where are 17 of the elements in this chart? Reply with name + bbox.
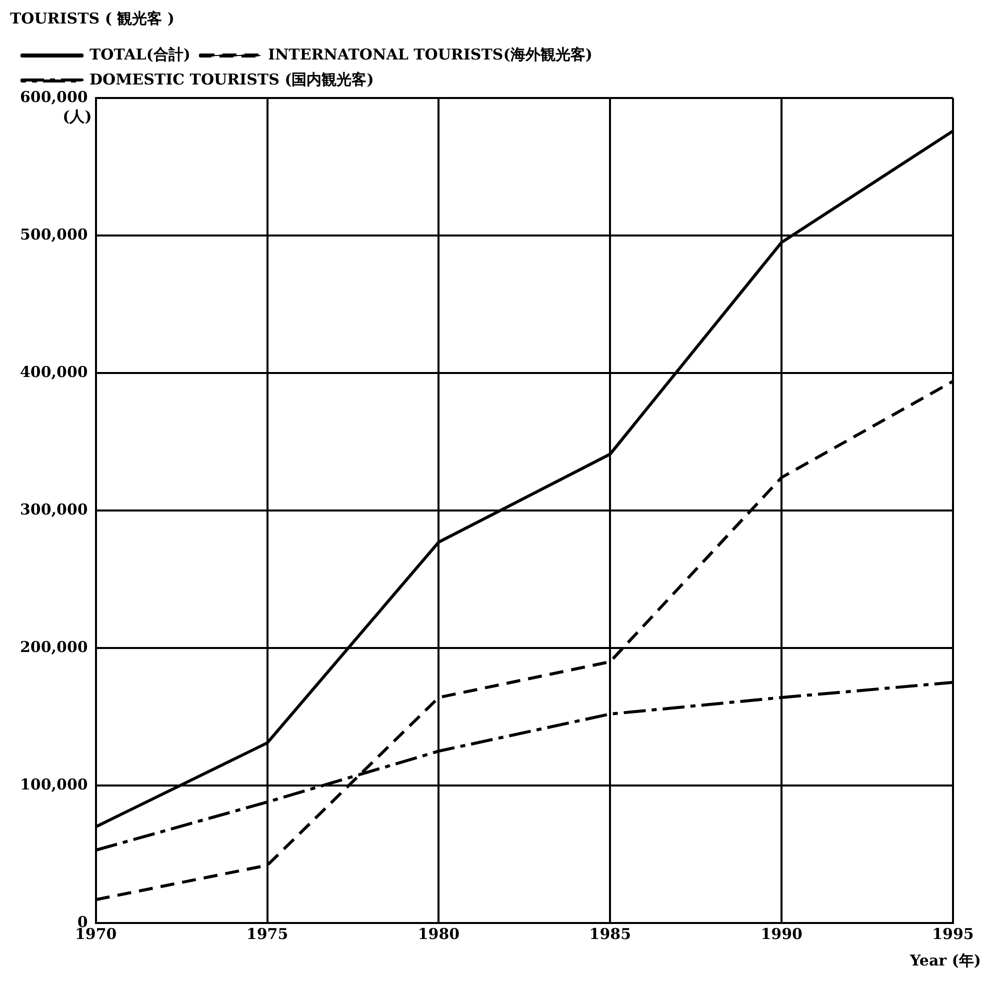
y-tick-label: 400,000: [20, 362, 88, 381]
x-tick-label: 1975: [246, 924, 288, 943]
x-axis-title: Year (年): [909, 951, 981, 970]
x-tick-label: 1990: [760, 924, 802, 943]
y-tick-label: 300,000: [20, 500, 88, 518]
legend-label: INTERNATONAL TOURISTS(海外観光客): [268, 45, 592, 64]
y-axis-title: TOURISTS ( 観光客 ): [10, 9, 174, 28]
y-tick-label: 100,000: [20, 775, 88, 794]
text: (人): [62, 107, 92, 126]
y-tick-label: 500,000: [20, 225, 88, 244]
x-tick-label: 1995: [932, 924, 974, 943]
legend-label: DOMESTIC TOURISTS (国内観光客): [90, 70, 374, 88]
y-tick-label: 600,000: [20, 88, 88, 106]
legend-label: TOTAL(合計): [90, 45, 190, 64]
y-tick-label: 200,000: [20, 638, 88, 656]
x-tick-label: 1980: [418, 924, 460, 943]
x-tick-label: 1985: [589, 924, 632, 943]
